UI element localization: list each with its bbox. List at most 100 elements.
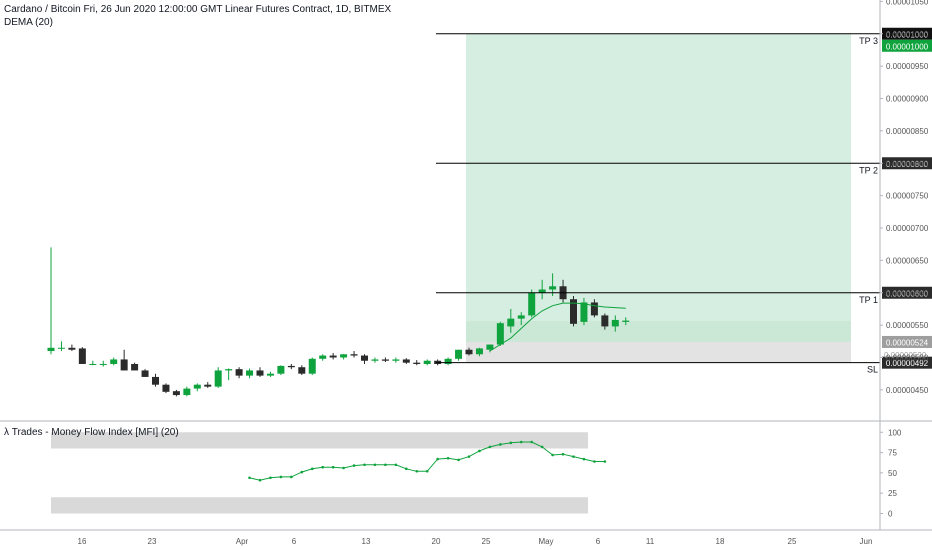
- candle-body: [423, 360, 431, 364]
- price-tick-label: 0.00000950: [886, 62, 929, 71]
- mfi-point: [363, 463, 366, 467]
- candle-body: [162, 384, 170, 392]
- mfi-point: [321, 465, 325, 469]
- candle-body: [329, 355, 337, 358]
- candle-body: [601, 315, 609, 327]
- candle-body: [183, 388, 191, 396]
- candle-body: [486, 344, 494, 350]
- candle-body: [361, 355, 368, 361]
- time-tick-label: 6: [292, 537, 297, 546]
- mfi-point: [593, 460, 596, 463]
- time-tick-label: 20: [432, 537, 441, 546]
- candle-body: [256, 370, 264, 376]
- level-price-tag: [882, 157, 932, 170]
- mfi-title: λ Trades - Money Flow Index [MFI] (20): [4, 427, 179, 438]
- symbol-title: Cardano / Bitcoin Fri, 26 Jun 2020 12:00…: [4, 4, 392, 15]
- mfi-band: [51, 432, 588, 449]
- candle-body: [570, 299, 577, 324]
- price-tick-label: 0.00000650: [886, 256, 929, 265]
- mfi-point: [310, 467, 314, 471]
- dema-polyline: [489, 302, 626, 352]
- candle-body: [68, 347, 76, 350]
- candle-body: [580, 302, 588, 322]
- level-name: TP 2: [859, 165, 878, 175]
- mfi-point: [258, 478, 262, 482]
- candle-body: [141, 370, 149, 377]
- candle-body: [298, 367, 306, 374]
- time-tick-label: 25: [788, 537, 797, 546]
- chart-header: Cardano / Bitcoin Fri, 26 Jun 2020 12:00…: [4, 3, 391, 29]
- candle-body: [340, 354, 348, 358]
- mfi-point: [394, 463, 398, 467]
- candle-body: [465, 349, 473, 355]
- candle-body: [392, 359, 400, 361]
- level-name: TP 3: [859, 36, 878, 46]
- candle-body: [455, 349, 463, 359]
- candle-body: [402, 359, 410, 363]
- mfi-point: [582, 457, 586, 461]
- price-tick-label: 0.00001000: [886, 30, 929, 39]
- price-tick-label: 0.00000900: [886, 95, 929, 104]
- candle-body: [538, 289, 546, 293]
- mfi-tick-label: 75: [888, 449, 897, 458]
- candle-body: [246, 370, 254, 376]
- price-tick-label: 0.00000850: [886, 127, 929, 136]
- mfi-point: [509, 441, 513, 445]
- time-tick-label: 11: [646, 537, 655, 546]
- candle-body: [47, 347, 55, 352]
- dema-legend: DEMA (20): [4, 17, 53, 28]
- mfi-point: [279, 475, 283, 479]
- price-tick-label: 0.00000600: [886, 289, 929, 298]
- candle-body: [507, 318, 515, 327]
- candle-body: [517, 315, 525, 319]
- entry-price-tag: [882, 335, 932, 348]
- candle-body: [204, 384, 212, 387]
- candle-body: [371, 359, 379, 361]
- time-tick-label: 6: [596, 537, 601, 546]
- candle-body: [172, 391, 180, 396]
- mfi-point: [572, 455, 575, 458]
- level-price-tag: [882, 356, 932, 369]
- candle-body: [308, 358, 316, 374]
- candle-body: [225, 369, 233, 371]
- current-price-label: 0.00000520: [884, 351, 927, 360]
- candle-body: [622, 320, 630, 322]
- mfi-point: [519, 440, 523, 444]
- candle-body: [131, 363, 139, 371]
- candle-body: [528, 292, 536, 316]
- price-tick-label: 0.00000550: [886, 321, 929, 330]
- candle-body: [57, 347, 65, 349]
- candle-body: [287, 365, 295, 368]
- mfi-band: [51, 497, 588, 514]
- candle-body: [193, 384, 201, 389]
- mfi-point: [405, 467, 408, 471]
- mfi-point: [248, 476, 251, 480]
- entry-price-label: 0.00000524: [886, 338, 929, 347]
- mfi-point: [384, 463, 387, 467]
- level-price-label: 0.00000492: [886, 359, 929, 368]
- mfi-point: [269, 476, 272, 480]
- mfi-point: [342, 466, 345, 470]
- candle-body: [475, 348, 483, 355]
- mfi-point: [561, 452, 565, 456]
- mfi-point: [373, 463, 377, 467]
- mfi-point: [415, 469, 419, 473]
- level-price-label: 0.00000600: [886, 289, 929, 298]
- mfi-point: [499, 443, 502, 446]
- tp3-price-tag-green: [882, 39, 932, 52]
- mfi-tick-label: 25: [888, 489, 897, 498]
- candle-body: [413, 362, 421, 364]
- mfi-point: [300, 470, 304, 474]
- mfi-point: [540, 445, 544, 449]
- candle-body: [235, 369, 243, 376]
- mfi-point: [446, 456, 450, 460]
- price-tick-label: 0.00001050: [886, 0, 929, 6]
- mfi-tick-label: 50: [888, 469, 897, 478]
- mfi-point: [352, 464, 356, 467]
- candle-body: [214, 370, 222, 387]
- mfi-point: [290, 475, 293, 479]
- mfi-point: [436, 457, 439, 461]
- level-name: TP 1: [859, 295, 878, 305]
- candle-body: [381, 359, 389, 361]
